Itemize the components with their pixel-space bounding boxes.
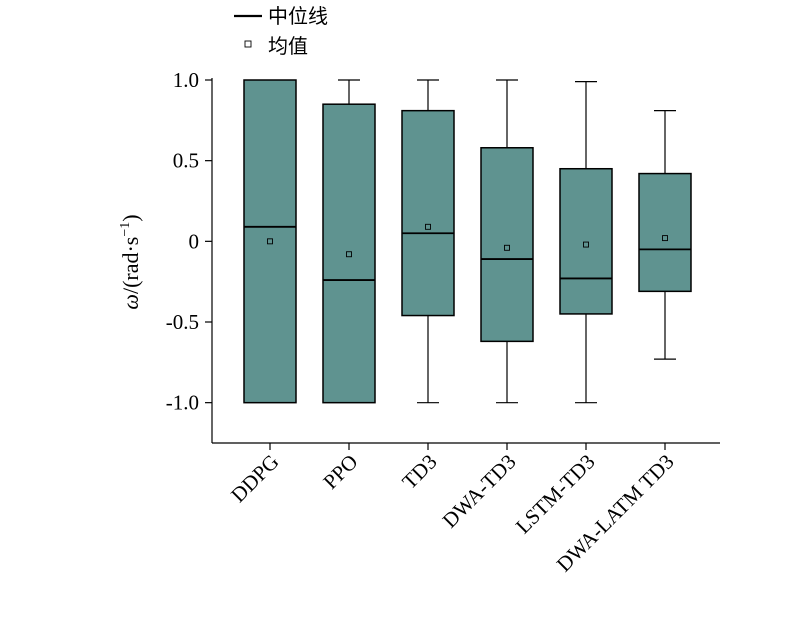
y-axis-symbol: ω — [118, 294, 143, 310]
mean-marker — [504, 244, 510, 251]
y-axis-unit: /(rad·s — [118, 237, 143, 294]
y-tick-label: 0 — [189, 229, 200, 253]
iqr-box — [243, 79, 297, 404]
boxes — [243, 79, 692, 404]
iqr-box — [480, 147, 534, 343]
y-tick-label: -1.0 — [166, 391, 199, 415]
iqr-box — [559, 167, 613, 315]
legend-mean-marker — [244, 40, 252, 48]
box-td3 — [401, 79, 455, 404]
y-axis-label: ω/(rad·s−1) — [118, 214, 143, 309]
box-ppo — [322, 79, 376, 404]
box-lstm-td3 — [559, 81, 613, 404]
legend: 中位线 均值 — [234, 4, 328, 58]
legend-median-label: 中位线 — [268, 4, 328, 28]
iqr-box — [638, 172, 692, 293]
mean-marker — [346, 251, 352, 258]
x-tick-label: DWA-TD3 — [438, 450, 521, 533]
x-tick-label: TD3 — [397, 450, 441, 494]
legend-mean-label: 均值 — [268, 34, 308, 58]
axes: 1.0 0.5 0 -0.5 -1.0 — [166, 68, 720, 450]
mean-marker — [425, 223, 431, 230]
y-axis-close: ) — [118, 214, 143, 221]
y-axis-exponent: −1 — [118, 222, 133, 237]
box-dwa-td3 — [480, 79, 534, 404]
x-tick-label: PPO — [318, 450, 362, 494]
mean-marker — [662, 235, 668, 242]
box-dwa-latm-td3 — [638, 110, 692, 360]
mean-marker — [267, 238, 273, 245]
x-tick-label: DDPG — [226, 450, 283, 507]
mean-marker — [583, 241, 589, 248]
box-ddpg — [243, 79, 297, 404]
iqr-box — [322, 103, 376, 404]
y-tick-label: 0.5 — [173, 149, 199, 173]
y-tick-label: -0.5 — [166, 310, 199, 334]
iqr-box — [401, 109, 455, 317]
y-tick-label: 1.0 — [173, 68, 199, 92]
